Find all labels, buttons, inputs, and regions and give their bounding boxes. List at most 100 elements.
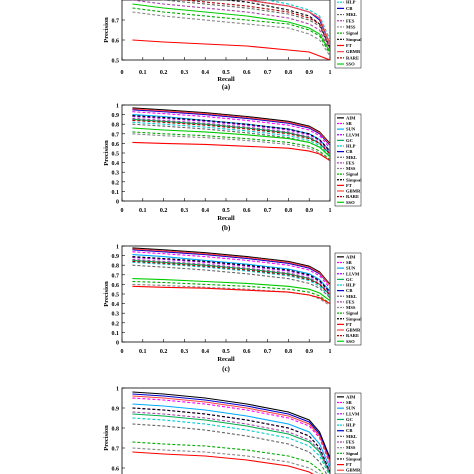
series-line-rare	[132, 119, 330, 155]
series-line-sr	[132, 251, 330, 289]
series-line-sun	[132, 403, 330, 469]
legend-label: GBMR	[346, 49, 361, 54]
y-tick-label: 0.3	[112, 171, 120, 177]
legend: AIMSRSUNLLVMGCHLPCBMKLFESMSSSignalSimpsa…	[334, 113, 362, 207]
legend: AIMSRSUNLLVMGCHLPCBMKLFESMSSSignalSimpsa…	[334, 392, 362, 474]
x-axis-label: Recall	[217, 215, 235, 222]
series-line-signal	[132, 7, 330, 55]
series-lines	[132, 0, 330, 60]
x-tick-label: 0.1	[139, 349, 147, 355]
chart-panel-1: 0.5 0.6 0.7 0 0.1 0.2 0.3 0.4 0.5 0.6 0.7 0.8 0.9 1 Re…	[103, 0, 362, 91]
series-lines	[132, 391, 330, 474]
legend-box	[334, 0, 362, 69]
series-line-simpsal	[132, 407, 330, 473]
x-axis-label: Recall	[217, 76, 235, 83]
y-tick-label: 0.3	[112, 312, 120, 318]
chart-panel-2: 0 0.1 0.2 0.3 0.4 0.5 0.6 0.7 0.8 0.9 1 0 0.1 0.2 0.3 0…	[103, 104, 362, 233]
series-line-rare	[132, 260, 330, 296]
legend-label: MSS	[346, 24, 356, 29]
series-line-hlp	[264, 0, 330, 41]
series-line-simpsal	[132, 115, 330, 152]
legend-label: FT	[346, 322, 352, 327]
legend-label: CB	[346, 288, 352, 293]
series-line-signal	[132, 280, 330, 305]
series-line-sso	[132, 127, 330, 158]
series-line-mkl	[159, 0, 330, 51]
chart-panel-3: 0 0.1 0.2 0.3 0.4 0.5 0.6 0.7 0.8 0.9 1 0 0.1 0.2 0.3 0…	[103, 245, 362, 374]
legend-label: RARE	[346, 333, 359, 338]
series-line-hlp	[132, 417, 330, 474]
legend-label: CB	[346, 149, 352, 154]
legend-label: Simpsal	[346, 37, 362, 42]
legend-label: Signal	[346, 31, 359, 36]
series-line-mss	[132, 133, 330, 162]
series-line-sr	[132, 397, 330, 465]
series-line-gbmr	[132, 108, 330, 145]
series-line-simpsal	[132, 256, 330, 293]
series-line-gbmr	[132, 395, 330, 463]
series-line-mkl	[132, 423, 328, 474]
x-tick-label: 0	[121, 70, 124, 76]
panel-label: (a)	[222, 83, 231, 91]
x-tick-label: 0.3	[181, 70, 189, 76]
x-tick-label: 1	[329, 70, 332, 76]
legend-label: LLVM	[346, 271, 360, 276]
series-line-aim	[132, 247, 330, 285]
series-line-cb	[132, 109, 330, 146]
x-tick-label: 0.2	[160, 349, 168, 355]
y-tick-label: 0.4	[112, 302, 120, 308]
panel-label: (c)	[222, 365, 230, 373]
legend-label: FES	[346, 18, 355, 23]
series-line-fes	[132, 258, 330, 295]
y-tick-label: 0.7	[112, 447, 120, 453]
legend-label: HLP	[346, 144, 356, 149]
legend-label: SSO	[346, 339, 355, 344]
x-tick-label: 0.8	[285, 349, 293, 355]
y-tick-label: 0.6	[112, 142, 120, 148]
series-line-gc	[132, 413, 330, 474]
legend-label: Signal	[346, 451, 359, 456]
legend-label: FES	[346, 160, 355, 165]
x-tick-label: 0.2	[160, 70, 168, 76]
x-tick-label: 0.1	[139, 208, 147, 214]
legend-label: GBMR	[346, 468, 361, 473]
y-tick-label: 0.6	[112, 39, 120, 45]
y-tick-label: 0.1	[112, 190, 120, 196]
y-tick-label: 0.6	[112, 467, 120, 473]
legend-label: RARE	[346, 55, 359, 60]
legend-label: GC	[346, 138, 353, 143]
x-tick-label: 0.6	[243, 70, 251, 76]
legend-label: HLP	[346, 0, 356, 5]
x-tick-label: 0.3	[181, 208, 189, 214]
x-tick-label: 0.8	[285, 70, 293, 76]
x-tick-label: 0.9	[305, 349, 313, 355]
y-tick-label: 0.5	[112, 59, 120, 65]
x-tick-label: 0.4	[201, 70, 209, 76]
series-line-aim	[132, 107, 330, 144]
plot-frame	[121, 387, 331, 474]
legend-label: LLVM	[346, 132, 360, 137]
y-axis-label: Precision	[103, 140, 110, 166]
series-line-fes	[132, 0, 330, 53]
y-tick-label: 0.5	[112, 293, 120, 299]
y-tick-label: 0.7	[112, 19, 120, 25]
x-tick-label: 0.4	[201, 349, 209, 355]
legend-label: GBMR	[346, 189, 361, 194]
chart-panel-4: 0.6 0.7 0.8 0.9 1 Precision AIMSRSUNLLVMGCHLPC…	[103, 387, 362, 474]
legend: AIMSRSUNLLVMGCHLPCBMKLFESMSSSignalSimpsa…	[334, 252, 362, 346]
legend-label: Signal	[346, 172, 359, 177]
series-line-sso	[132, 3, 330, 53]
legend-label: MKL	[346, 434, 357, 439]
legend-label: CB	[346, 428, 352, 433]
y-tick-label: 0.8	[112, 123, 120, 129]
series-line-cb	[132, 393, 330, 461]
series-line-hlp	[132, 261, 330, 298]
series-line-fes	[132, 117, 330, 154]
series-line-sun	[132, 254, 330, 292]
series-lines	[132, 247, 330, 306]
legend-label: SUN	[346, 266, 356, 271]
y-axis-label: Precision	[103, 17, 110, 43]
y-tick-label: 0.8	[112, 427, 120, 433]
